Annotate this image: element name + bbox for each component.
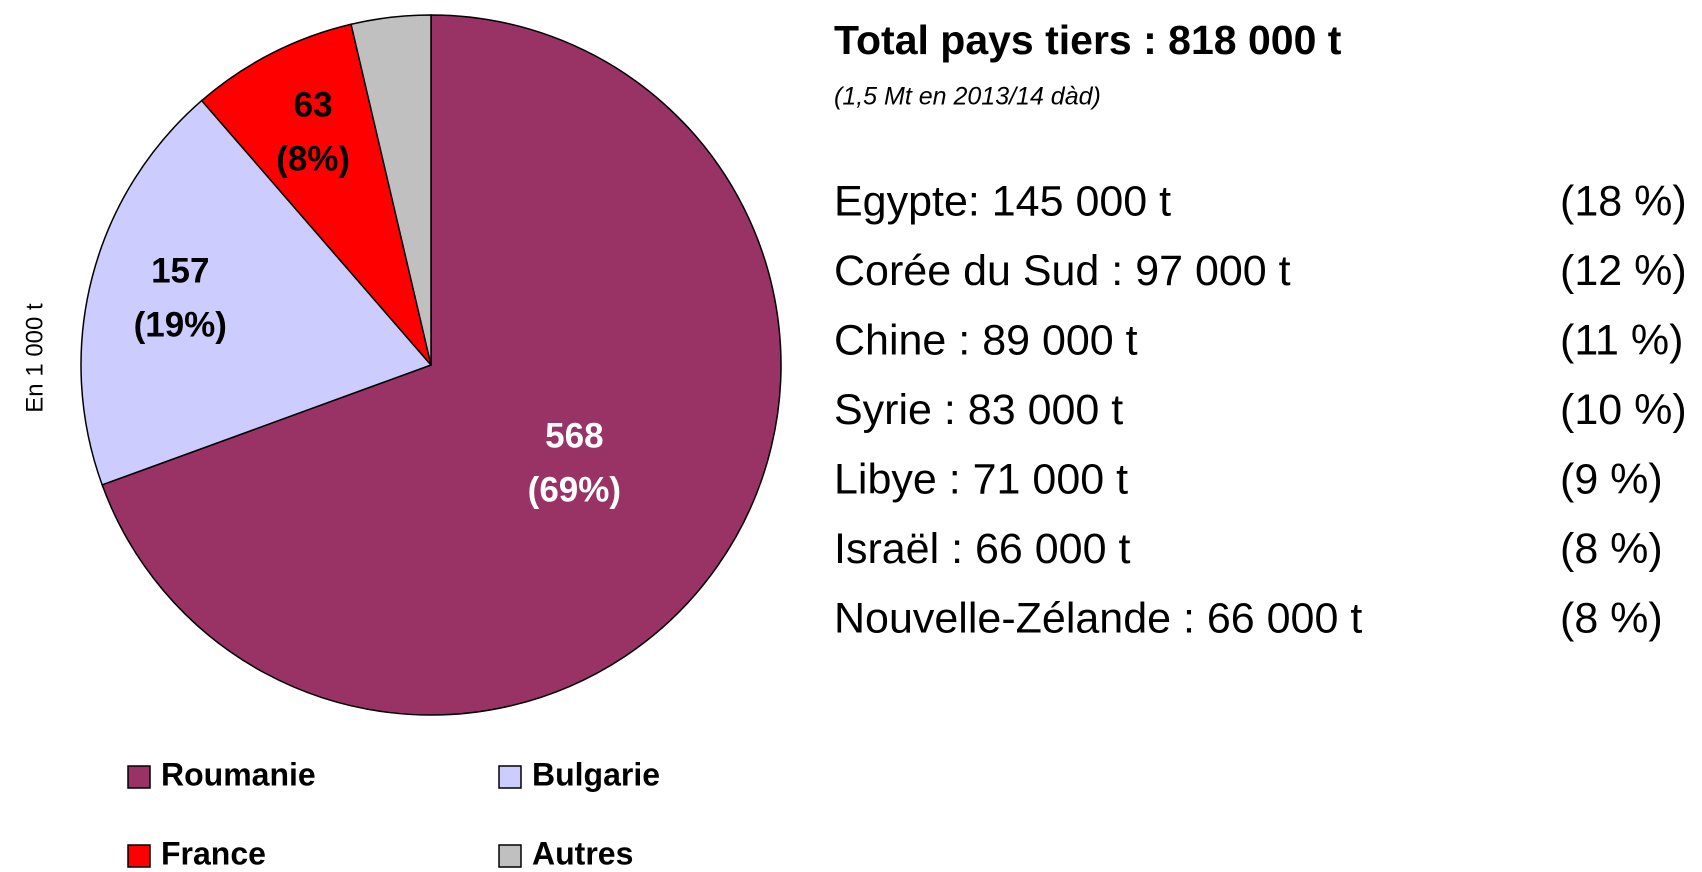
data-label: 63 xyxy=(294,86,333,125)
pie-slice xyxy=(101,14,782,716)
detail-label: Israël : 66 000 t xyxy=(834,525,1130,573)
detail-label: Syrie : 83 000 t xyxy=(834,386,1123,434)
side-subtitle: (1,5 Mt en 2013/14 dàd) xyxy=(834,83,1101,111)
legend-swatch xyxy=(127,765,151,789)
detail-share: (11 %) xyxy=(1560,316,1683,364)
detail-share: (9 %) xyxy=(1560,455,1663,503)
detail-label: Egypte: 145 000 t xyxy=(834,177,1171,225)
detail-label: Corée du Sud : 97 000 t xyxy=(834,247,1291,295)
legend-label: Roumanie xyxy=(161,756,316,792)
legend-swatch xyxy=(498,765,522,789)
detail-label: Chine : 89 000 t xyxy=(834,316,1138,364)
legend-label: Bulgarie xyxy=(532,756,660,792)
data-label: 568 xyxy=(545,417,603,456)
legend-label: Autres xyxy=(532,835,633,871)
detail-share: (12 %) xyxy=(1560,247,1687,295)
side-title: Total pays tiers : 818 000 t xyxy=(834,17,1342,63)
pie-slice xyxy=(350,14,432,366)
detail-label: Nouvelle-Zélande : 66 000 t xyxy=(834,594,1362,642)
legend-swatch xyxy=(498,844,522,868)
legend-label: France xyxy=(161,835,266,871)
percent-label: (19%) xyxy=(134,305,227,344)
detail-label: Libye : 71 000 t xyxy=(834,455,1128,503)
detail-share: (8 %) xyxy=(1560,525,1663,573)
data-label: 157 xyxy=(151,251,209,290)
percent-label: (8%) xyxy=(276,140,350,179)
detail-share: (8 %) xyxy=(1560,594,1663,642)
detail-share: (10 %) xyxy=(1560,386,1687,434)
legend-swatch xyxy=(127,844,151,868)
pie-slice xyxy=(200,23,432,366)
y-axis-label: En 1 000 t xyxy=(21,303,48,413)
pie-slice xyxy=(80,99,433,486)
detail-share: (18 %) xyxy=(1560,177,1687,225)
percent-label: (69%) xyxy=(528,471,621,510)
